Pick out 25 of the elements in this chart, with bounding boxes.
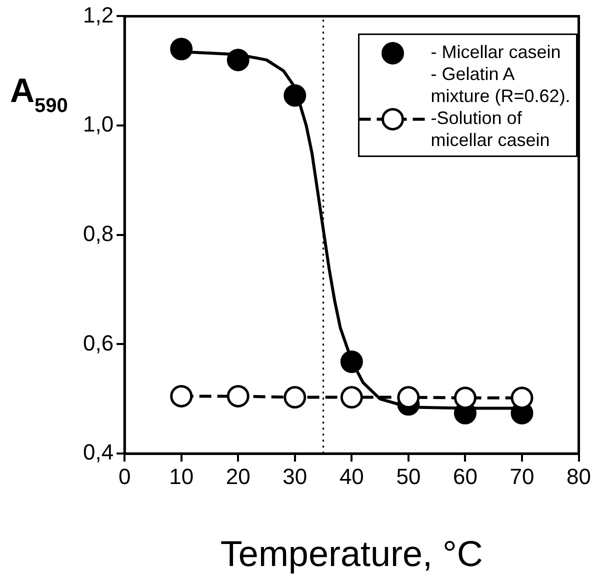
x-tick-label: 80 [566, 464, 592, 489]
point [226, 48, 250, 72]
point [170, 384, 193, 408]
point [284, 386, 306, 409]
x-tick-label: 50 [396, 464, 421, 489]
x-tick-label: 40 [339, 464, 364, 489]
point [340, 386, 363, 409]
y-tick-label: 1,0 [82, 112, 114, 137]
x-tick-label: 20 [226, 464, 250, 489]
x-axis-title: Temperature, °C [220, 533, 483, 574]
x-tick-label: 70 [510, 464, 534, 489]
y-tick-label: 0,4 [82, 440, 114, 465]
point [284, 84, 306, 107]
legend-label: - Micellar casein - Gelatin A mixture (R=0.62). [430, 42, 570, 106]
x-tick-label: 30 [282, 464, 308, 489]
point [226, 384, 250, 408]
y-tick-label: 1,2 [82, 2, 114, 28]
x-tick-label: 60 [452, 464, 478, 489]
point [170, 38, 193, 60]
x-tick-label: 10 [169, 464, 194, 489]
y-tick-label: 0,6 [82, 330, 114, 356]
legend-label: -Solution of micellar casein [430, 108, 550, 150]
point [340, 350, 363, 373]
y-tick-label: 0,8 [82, 220, 114, 246]
x-tick-label: 0 [118, 464, 131, 489]
